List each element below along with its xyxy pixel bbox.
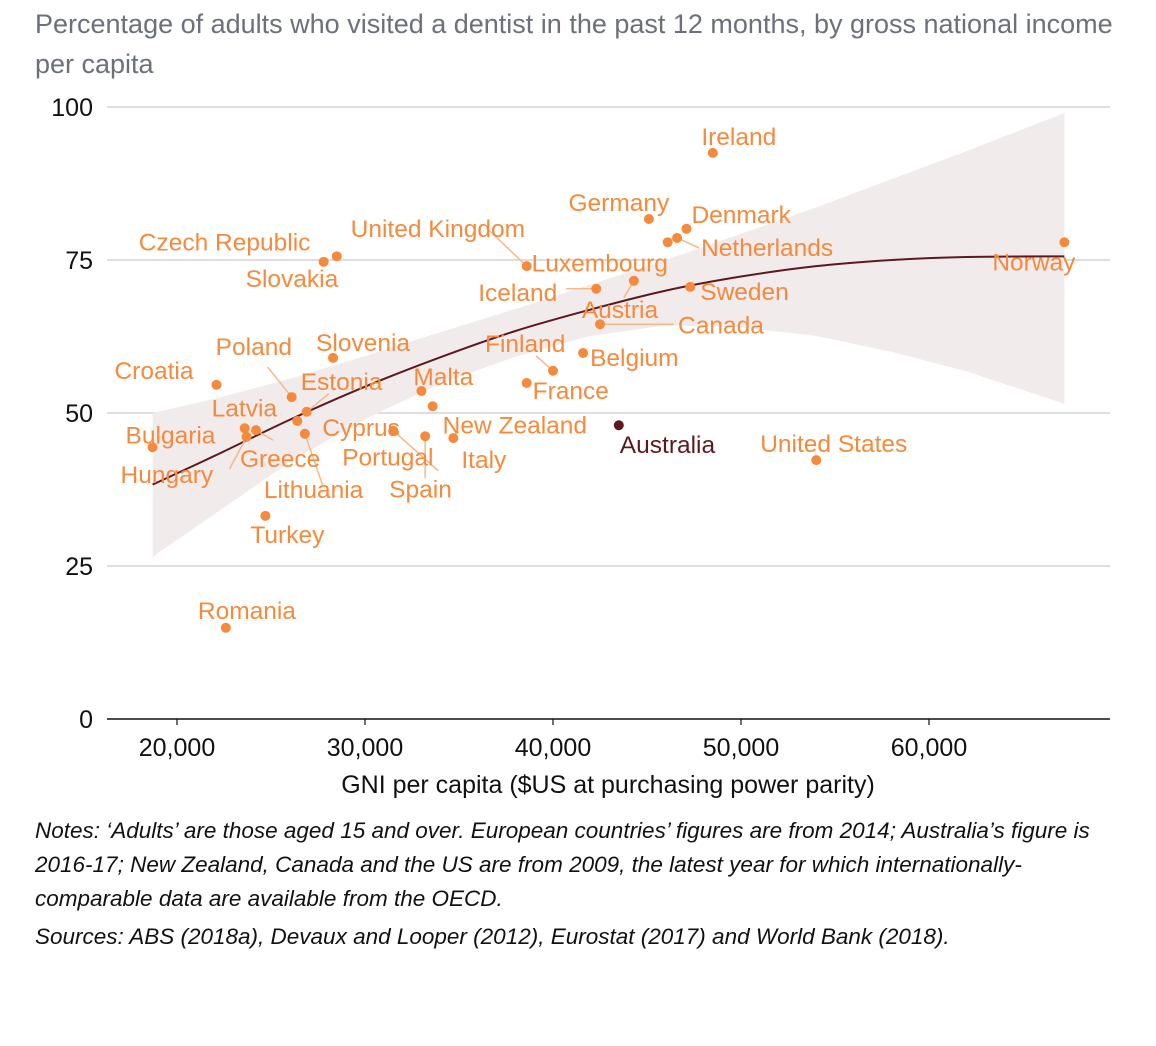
point-label: Germany [568, 190, 670, 217]
data-point [241, 431, 252, 442]
point-label: Czech Republic [139, 229, 311, 256]
data-point [318, 256, 329, 267]
confidence-band [152, 113, 1065, 557]
chart-notes: Notes: ‘Adults’ are those aged 15 and ov… [35, 814, 1135, 958]
point-label: Iceland [478, 280, 557, 307]
point-label: Ireland [701, 124, 776, 151]
data-point [685, 281, 696, 292]
trend-line [152, 255, 1065, 486]
x-tick-label: 30,000 [327, 734, 403, 762]
y-tick-label: 0 [79, 706, 93, 734]
y-tick-label: 50 [65, 400, 93, 428]
point-label: Lithuania [264, 477, 364, 504]
point-label: Netherlands [701, 235, 833, 262]
x-tick-label: 60,000 [891, 734, 967, 762]
data-point [416, 385, 427, 396]
data-point [578, 348, 589, 359]
data-point [521, 378, 532, 389]
point-label: Norway [992, 249, 1076, 276]
data-point [427, 401, 438, 412]
data-point [286, 392, 297, 403]
data-point [211, 379, 222, 390]
data-point [548, 365, 558, 376]
point-label: Portugal [342, 445, 433, 472]
point-label: Greece [240, 446, 320, 473]
point-label: Finland [485, 331, 565, 358]
data-point [147, 442, 158, 453]
data-point [250, 425, 261, 436]
point-label: New Zealand [443, 412, 587, 439]
point-label: Canada [678, 312, 764, 339]
point-label: Bulgaria [126, 422, 216, 449]
leader-line [267, 366, 293, 398]
chart-title: Percentage of adults who visited a denti… [35, 9, 1113, 79]
point-label: Malta [413, 364, 473, 391]
point-label: Romania [198, 598, 296, 625]
point-label: France [533, 378, 609, 405]
data-point [521, 261, 532, 272]
data-point [328, 352, 339, 363]
y-tick-label: 100 [51, 94, 93, 122]
data-point [681, 223, 692, 234]
point-label: Italy [461, 447, 507, 474]
data-point [662, 237, 673, 248]
notes-text: Notes: ‘Adults’ are those aged 15 and ov… [35, 818, 1090, 911]
data-point [331, 251, 342, 262]
point-label: Australia [620, 432, 716, 459]
point-label: Poland [216, 334, 292, 361]
x-tick-label: 50,000 [703, 734, 779, 762]
data-point [448, 433, 459, 444]
point-label: Spain [389, 476, 452, 503]
point-label: United States [760, 431, 907, 458]
data-point [595, 319, 605, 330]
leader-line [392, 430, 439, 472]
data-point [299, 428, 310, 439]
sources-text: Sources: ABS (2018a), Devaux and Looper … [35, 924, 950, 949]
data-point [628, 275, 639, 286]
data-point [260, 510, 271, 521]
scatter-chart: Ireland Germany Denmark Netherlands Luxembou… [51, 94, 1110, 799]
x-tick-label: 40,000 [515, 734, 591, 762]
point-label: Belgium [590, 345, 679, 372]
y-tick-label: 25 [65, 553, 93, 581]
point-label: United Kingdom [351, 216, 525, 243]
leader-line [304, 433, 324, 487]
data-point [591, 283, 602, 294]
data-point [388, 425, 399, 436]
point-label: Slovenia [316, 330, 410, 357]
data-point [613, 420, 624, 431]
data-point [301, 406, 312, 417]
y-tick-label: 75 [65, 247, 93, 275]
point-label: Estonia [301, 369, 383, 396]
point-label: Hungary [121, 462, 214, 489]
x-axis-label: GNI per capita ($US at purchasing power … [341, 771, 875, 799]
data-point [707, 147, 718, 158]
x-tick-label: 20,000 [139, 734, 215, 762]
point-label: Sweden [700, 279, 789, 306]
point-label: Turkey [250, 522, 325, 549]
data-point [643, 213, 654, 224]
point-label: Austria [582, 297, 659, 324]
point-label: Luxembourg [532, 250, 668, 277]
point-label: Croatia [114, 358, 193, 385]
point-label: Denmark [691, 202, 791, 229]
leader-line [486, 227, 528, 267]
data-point [1059, 237, 1070, 248]
data-point [292, 415, 303, 426]
point-label: Slovakia [246, 266, 339, 293]
data-point [420, 431, 431, 442]
data-point [220, 622, 231, 633]
data-point [672, 232, 683, 243]
data-point [811, 455, 822, 466]
point-label: Latvia [212, 395, 278, 422]
leader-line [228, 436, 248, 470]
data-point [239, 423, 250, 434]
point-label: Cyprus [322, 415, 400, 442]
